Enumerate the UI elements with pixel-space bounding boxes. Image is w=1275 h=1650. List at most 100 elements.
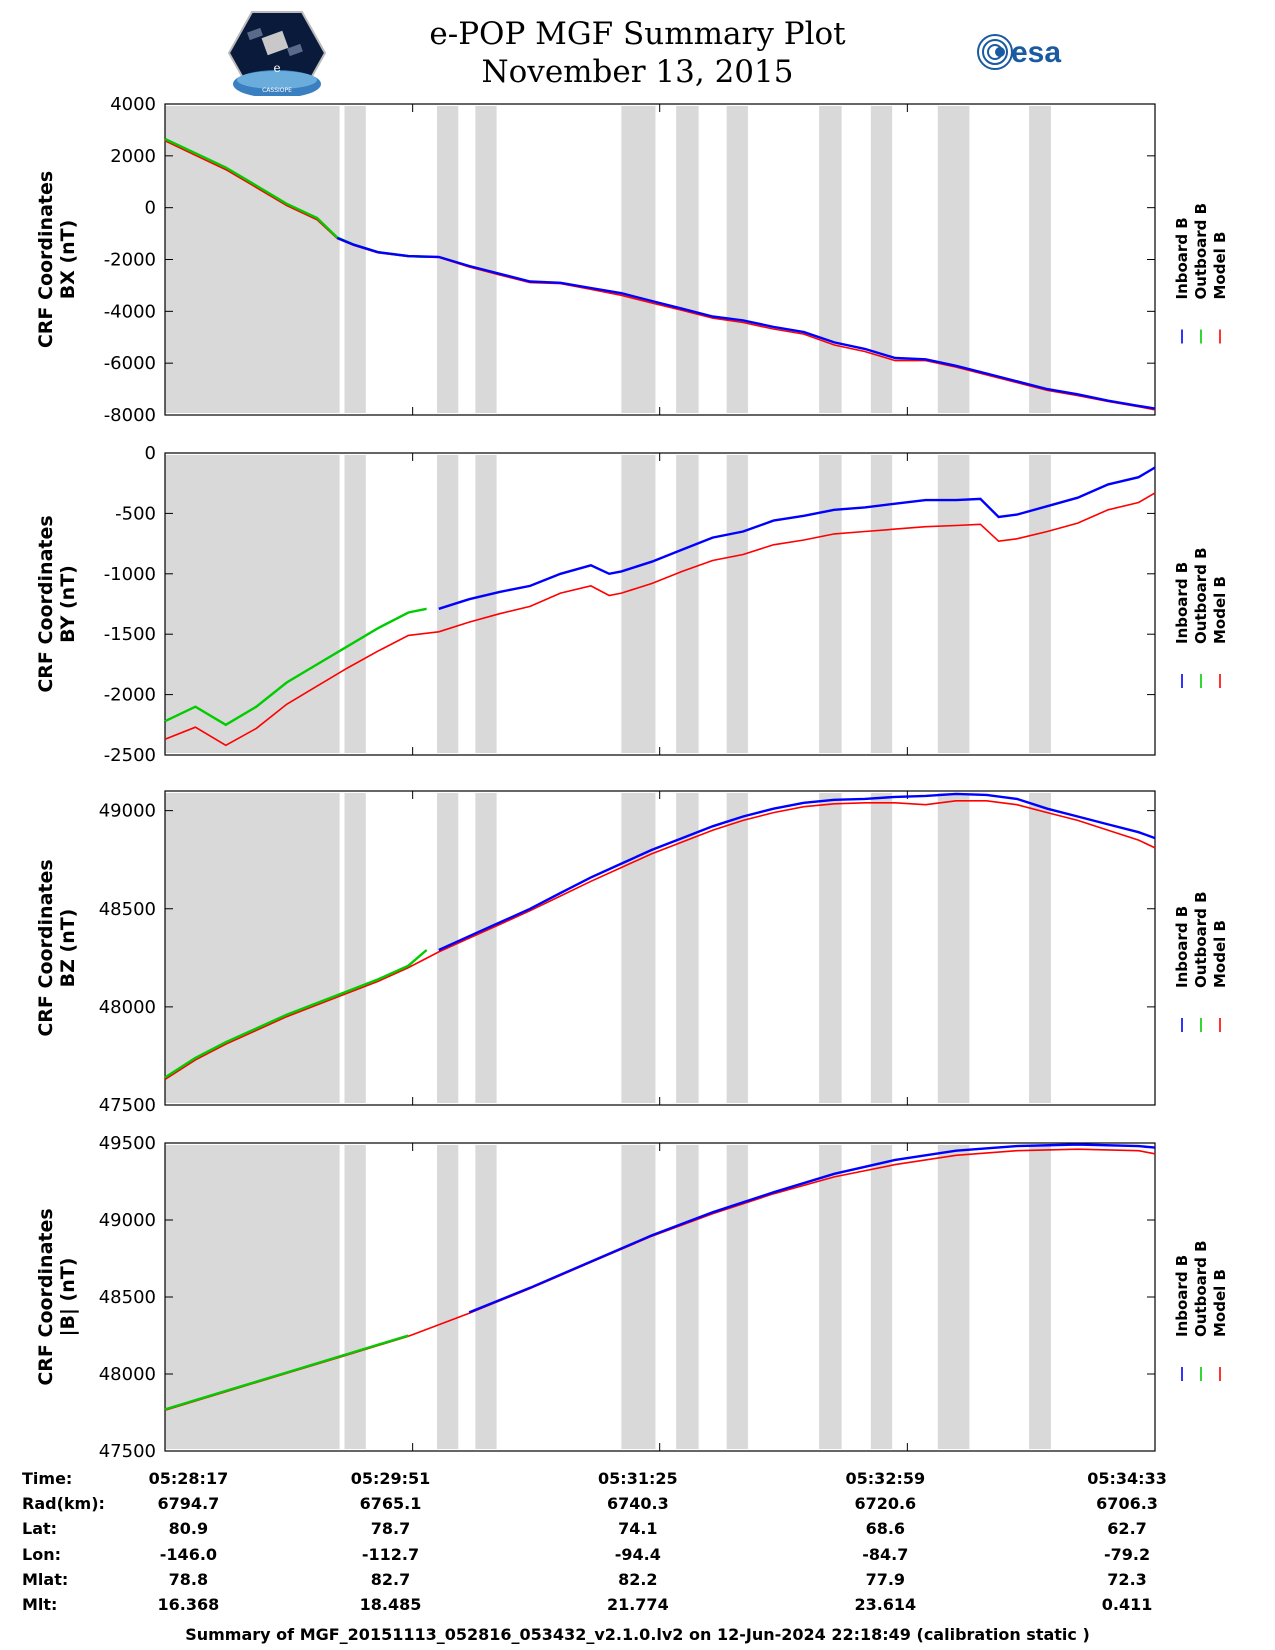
series-line-inboard-b [468,1143,1156,1314]
info-value: 80.9 [168,1519,209,1539]
gap-band [937,1145,970,1449]
legend-label: Inboard B [1173,562,1191,644]
gap-band [475,793,497,1103]
gap-band [676,455,699,753]
info-value: -146.0 [159,1544,218,1564]
gap-band [819,106,842,413]
info-value: 6765.1 [359,1494,422,1514]
panel-2: 0 -500 -1000 -1500 -2000 -2500 CRF Coordinates… [35,443,1229,766]
y-tick-label: 48500 [99,1287,156,1308]
gap-band [1029,1145,1051,1449]
legend-label: Outboard B [1192,203,1210,300]
info-value: 68.6 [865,1519,906,1539]
info-value: 78.8 [168,1569,209,1589]
info-value: 72.3 [1107,1569,1147,1589]
info-value: 0.411 [1101,1595,1153,1615]
y-tick-label: 0 [145,198,156,219]
gap-band [436,455,459,753]
info-row: Rad(km): 6794.7 6765.1 6740.3 6720.6 6706.3 [22,1491,1245,1516]
gap-band [676,793,699,1103]
y-tick-label: -2500 [104,745,156,766]
gap-band [819,793,842,1103]
info-row: Time: 05:28:17 05:29:51 05:31:25 05:32:59 05:… [22,1466,1245,1491]
info-row-label: Time: [22,1469,73,1489]
plot-date: November 13, 2015 [481,54,794,90]
cassiope-mission-logo: e CASSIOPE [228,11,326,96]
gap-band [870,793,893,1103]
info-value: 78.7 [370,1519,411,1539]
series-line-inboard-b [336,236,1156,410]
y-tick-label: 4000 [110,94,156,115]
y-tick-label: 48000 [99,997,156,1018]
gap-band [344,106,366,413]
info-value: 18.485 [359,1595,422,1615]
gap-band [475,1145,497,1449]
y-tick-label: 47500 [99,1441,156,1462]
gap-band [819,1145,842,1449]
gap-band [344,455,366,753]
gap-band [165,1145,340,1449]
legend-label: Model B [1211,232,1229,300]
info-value: -79.2 [1103,1544,1151,1564]
y-tick-label: -4000 [104,301,156,322]
gap-band [165,455,340,753]
series-line-inboard-b [438,792,1156,952]
panel-1: 4000 2000 0 -2000 -4000 -6000 -8000 CRF Coordin… [35,94,1229,426]
info-value: 6740.3 [606,1494,669,1514]
info-value: 6720.6 [854,1494,917,1514]
y-tick-label: -500 [115,503,156,524]
info-value: 16.368 [157,1595,220,1615]
y-tick-label: 2000 [110,146,156,167]
gap-band [937,455,970,753]
plot-title: e-POP MGF Summary Plot [429,16,846,52]
info-value: -94.4 [614,1544,661,1564]
y-tick-label: 48000 [99,1364,156,1385]
info-row: Mlt: 16.368 18.485 21.774 23.614 0.411 [22,1592,1245,1617]
info-row: Lat: 80.9 78.7 74.1 68.6 62.7 [22,1516,1245,1541]
info-row: Mlat: 78.8 82.7 82.2 77.9 72.3 [22,1567,1245,1592]
svg-text:CASSIOPE: CASSIOPE [262,87,292,94]
gap-band [726,1145,748,1449]
gap-band [819,455,842,753]
y-tick-label: 49000 [99,1210,156,1231]
info-value: 05:32:59 [845,1469,926,1489]
info-value: -84.7 [862,1544,909,1564]
info-row-label: Lon: [22,1544,61,1564]
info-value: 21.774 [606,1595,669,1615]
y-axis-label: CRF Coordinates|B| (nT) [35,1208,79,1385]
legend-label: Model B [1211,576,1229,644]
gap-band [870,455,893,753]
gap-band [937,793,970,1103]
info-value: 05:29:51 [350,1469,431,1489]
series-line-model-b [164,492,1156,747]
y-axis-label: CRF CoordinatesBY (nT) [35,515,79,692]
legend-label: Inboard B [1173,217,1191,299]
info-value: 05:34:33 [1087,1469,1167,1489]
series-line-inboard-b [438,466,1156,610]
legend-label: Outboard B [1192,1240,1210,1337]
legend-label: Inboard B [1173,1255,1191,1337]
gap-band [726,106,748,413]
gap-band [621,455,656,753]
gap-band [344,793,366,1103]
info-row: Lon: -146.0 -112.7 -94.4 -84.7 -79.2 [22,1542,1245,1567]
info-value: 05:28:17 [148,1469,229,1489]
y-tick-label: -2000 [104,685,156,706]
y-tick-label: -1500 [104,624,156,645]
y-tick-label: -6000 [104,353,156,374]
gap-band [621,793,656,1103]
gap-band [475,106,497,413]
legend-label: Model B [1211,920,1229,988]
info-value: 6706.3 [1096,1494,1158,1514]
info-row-label: Lat: [22,1519,58,1539]
info-value: 6794.7 [157,1494,220,1514]
series-line-outboard-b [164,1334,409,1411]
svg-text:esa: esa [1011,36,1061,69]
gap-band [870,106,893,413]
y-tick-label: 49500 [99,1133,156,1154]
gap-band [726,455,748,753]
gap-band [621,106,656,413]
orbit-info-table: Time: 05:28:17 05:29:51 05:31:25 05:32:59 05:… [22,1466,1245,1617]
info-row-label: Rad(km): [22,1494,105,1514]
